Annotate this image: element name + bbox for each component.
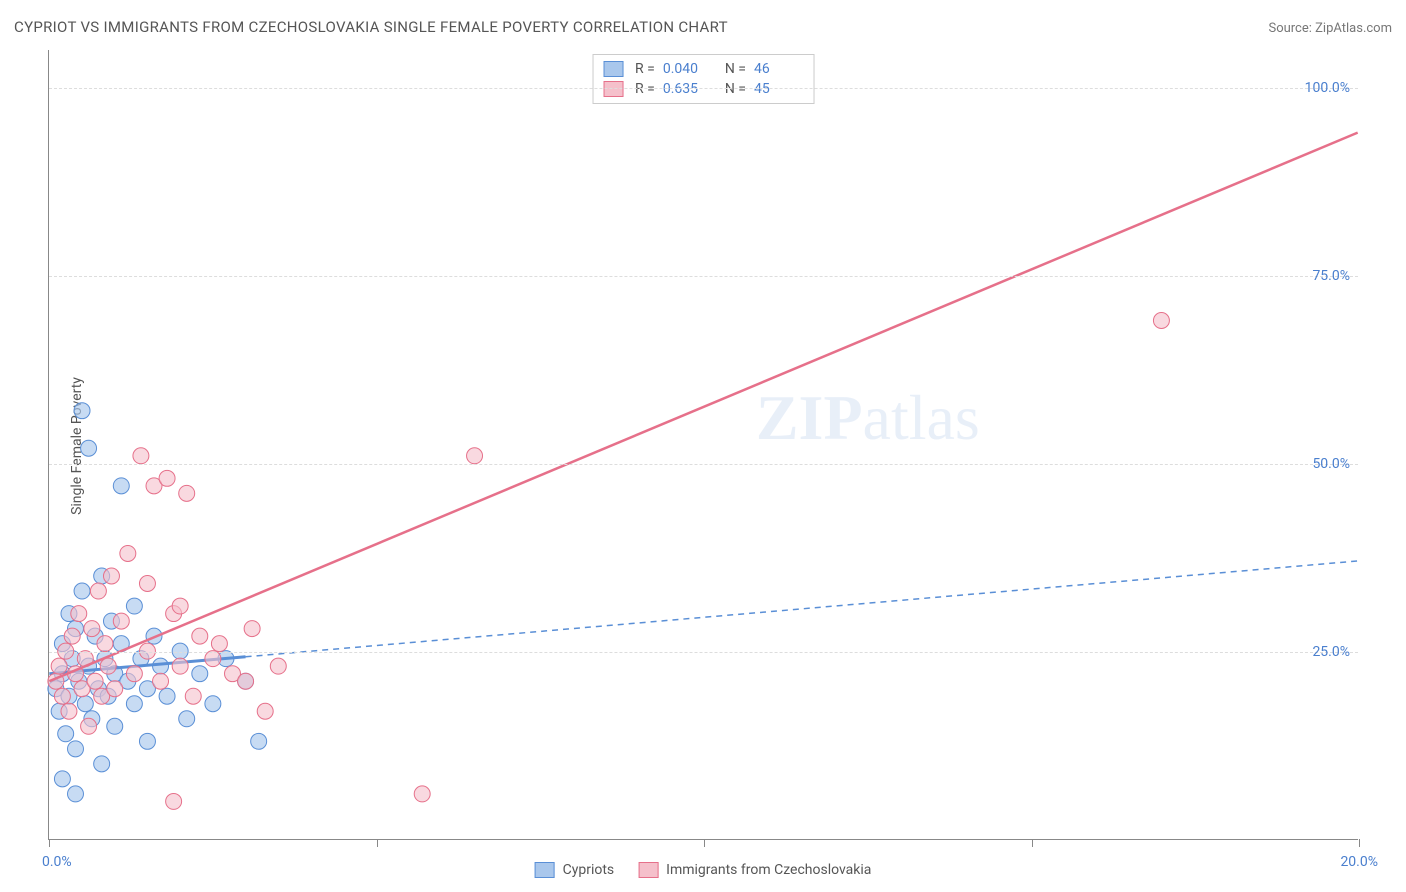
data-point: [81, 440, 97, 456]
legend-series-item: Immigrants from Czechoslovakia: [638, 862, 871, 878]
data-point: [100, 658, 116, 674]
data-point: [94, 756, 110, 772]
trend-line-dashed: [246, 561, 1358, 657]
data-point: [120, 545, 136, 561]
data-point: [97, 636, 113, 652]
scatter-svg: [49, 50, 1358, 839]
x-tick: [377, 839, 378, 847]
chart-source: Source: ZipAtlas.com: [1268, 21, 1392, 36]
data-point: [87, 673, 103, 689]
legend-n-label: N =: [725, 61, 746, 77]
data-point: [103, 568, 119, 584]
x-tick: [704, 839, 705, 847]
data-point: [179, 485, 195, 501]
legend-n-label: N =: [725, 81, 746, 97]
legend-series-label: Cypriots: [563, 862, 615, 878]
data-point: [270, 658, 286, 674]
legend-correlation-row: R = 0.040 N = 46: [603, 59, 804, 79]
data-point: [54, 771, 70, 787]
data-point: [172, 598, 188, 614]
gridline: [49, 276, 1358, 277]
legend-series-label: Immigrants from Czechoslovakia: [666, 862, 871, 878]
data-point: [74, 583, 90, 599]
data-point: [90, 583, 106, 599]
data-point: [68, 741, 84, 757]
data-point: [126, 598, 142, 614]
data-point: [192, 666, 208, 682]
data-point: [133, 448, 149, 464]
legend-swatch: [535, 862, 555, 878]
legend-swatch: [603, 81, 623, 97]
legend-n-value: 45: [754, 81, 804, 97]
data-point: [61, 703, 77, 719]
data-point: [68, 786, 84, 802]
y-tick-label: 50.0%: [1312, 456, 1350, 472]
legend-swatch: [603, 61, 623, 77]
legend-series: Cypriots Immigrants from Czechoslovakia: [535, 862, 872, 878]
data-point: [113, 613, 129, 629]
legend-r-value: 0.635: [663, 81, 713, 97]
legend-correlation: R = 0.040 N = 46 R = 0.635 N = 45: [592, 54, 815, 104]
data-point: [126, 696, 142, 712]
legend-correlation-row: R = 0.635 N = 45: [603, 79, 804, 99]
data-point: [64, 628, 80, 644]
data-point: [71, 606, 87, 622]
legend-r-label: R =: [635, 81, 655, 97]
data-point: [139, 576, 155, 592]
data-point: [159, 688, 175, 704]
data-point: [192, 628, 208, 644]
data-point: [81, 718, 97, 734]
data-point: [414, 786, 430, 802]
data-point: [126, 666, 142, 682]
data-point: [139, 733, 155, 749]
legend-series-item: Cypriots: [535, 862, 615, 878]
trend-line-solid: [49, 133, 1357, 682]
data-point: [251, 733, 267, 749]
data-point: [113, 478, 129, 494]
data-point: [257, 703, 273, 719]
y-tick-label: 75.0%: [1312, 268, 1350, 284]
data-point: [153, 673, 169, 689]
data-point: [238, 673, 254, 689]
legend-r-value: 0.040: [663, 61, 713, 77]
x-tick: [1032, 839, 1033, 847]
y-tick-label: 25.0%: [1312, 644, 1350, 660]
data-point: [159, 470, 175, 486]
chart-title: CYPRIOT VS IMMIGRANTS FROM CZECHOSLOVAKI…: [14, 18, 728, 36]
gridline: [49, 88, 1358, 89]
legend-r-label: R =: [635, 61, 655, 77]
data-point: [51, 658, 67, 674]
x-tick: [49, 839, 50, 847]
x-tick: [1359, 839, 1360, 847]
data-point: [84, 621, 100, 637]
plot-area: ZIPatlas R =0.040N =46R = 0.635N =45 25.…: [48, 50, 1358, 840]
data-point: [77, 696, 93, 712]
y-tick-label: 100.0%: [1305, 80, 1350, 96]
chart-header: CYPRIOT VS IMMIGRANTS FROM CZECHOSLOVAKI…: [14, 18, 1392, 36]
data-point: [153, 658, 169, 674]
data-point: [166, 793, 182, 809]
data-point: [185, 688, 201, 704]
gridline: [49, 464, 1358, 465]
x-origin-label: 0.0%: [42, 854, 72, 870]
data-point: [107, 681, 123, 697]
data-point: [74, 403, 90, 419]
data-point: [107, 718, 123, 734]
data-point: [244, 621, 260, 637]
data-point: [467, 448, 483, 464]
data-point: [179, 711, 195, 727]
legend-swatch: [638, 862, 658, 878]
x-end-label: 20.0%: [1340, 854, 1378, 870]
data-point: [172, 658, 188, 674]
gridline: [49, 652, 1358, 653]
data-point: [205, 651, 221, 667]
data-point: [54, 688, 70, 704]
legend-n-value: 46: [754, 61, 804, 77]
data-point: [211, 636, 227, 652]
data-point: [205, 696, 221, 712]
data-point: [1153, 313, 1169, 329]
data-point: [58, 726, 74, 742]
